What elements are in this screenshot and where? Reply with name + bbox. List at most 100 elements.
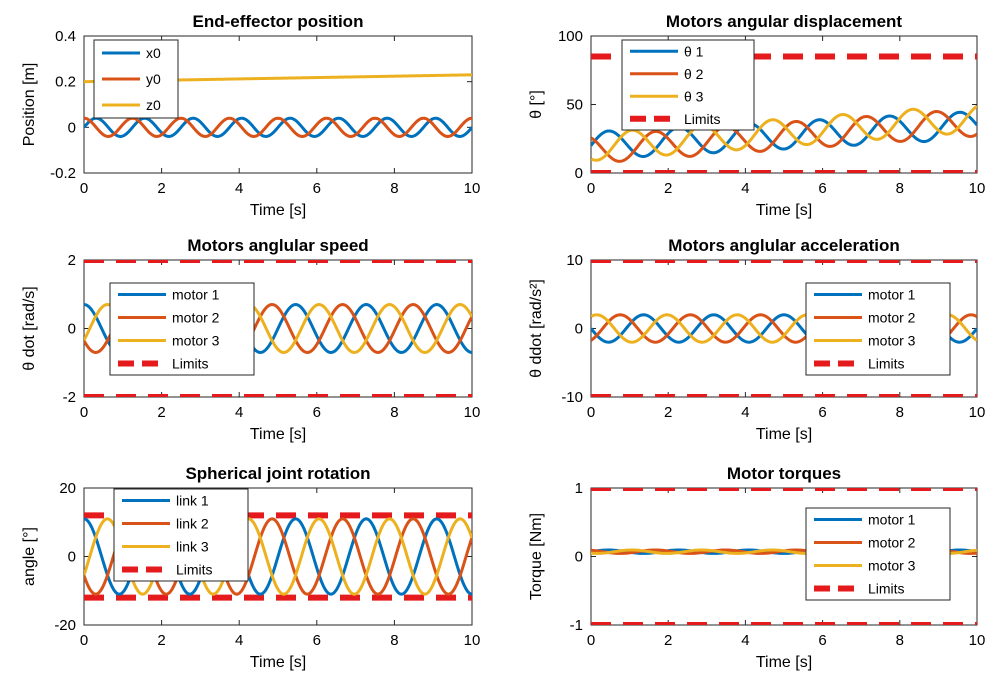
y-tick-label: 2: [68, 252, 76, 269]
x-tick-label: 10: [969, 404, 986, 421]
x-tick-label: 0: [80, 404, 88, 421]
y-tick-label: 10: [566, 252, 583, 269]
legend-entry: Limits: [176, 562, 213, 578]
x-tick-label: 2: [664, 632, 672, 649]
y-tick-label: 1: [575, 480, 583, 497]
x-tick-label: 6: [818, 632, 826, 649]
x-tick-label: 10: [464, 404, 481, 421]
y-axis-label: Torque [Nm]: [528, 513, 545, 600]
x-tick-label: 4: [741, 404, 749, 421]
legend-box: [805, 507, 951, 601]
x-tick-label: 4: [235, 632, 243, 649]
x-tick-label: 0: [80, 632, 88, 649]
x-tick-label: 8: [390, 632, 398, 649]
y-axis-label: Position [m]: [21, 63, 38, 147]
legend-box: [621, 39, 755, 131]
chart-title: Motors anglular acceleration: [668, 236, 899, 255]
x-axis-label: Time [s]: [250, 202, 306, 219]
x-tick-label: 2: [157, 632, 165, 649]
x-tick-label: 6: [313, 404, 321, 421]
legend-entry: θ 2: [684, 66, 704, 82]
legend-entry: θ 3: [684, 88, 704, 104]
x-tick-label: 6: [818, 180, 826, 197]
x-tick-label: 8: [896, 632, 904, 649]
y-tick-label: 0: [575, 549, 583, 566]
legend-box: [805, 282, 951, 376]
legend-entry: z0: [146, 97, 161, 113]
x-axis-label: Time [s]: [250, 426, 306, 443]
x-tick-label: 8: [390, 404, 398, 421]
x-tick-label: 8: [896, 180, 904, 197]
series-line-3: [591, 105, 977, 162]
x-tick-label: 0: [587, 180, 595, 197]
y-tick-label: 0: [68, 119, 76, 136]
legend-entry: Limits: [868, 356, 905, 372]
x-tick-label: 2: [157, 180, 165, 197]
x-tick-label: 8: [896, 404, 904, 421]
y-tick-label: 0.4: [55, 28, 76, 45]
x-tick-label: 4: [235, 180, 243, 197]
x-axis-label: Time [s]: [756, 426, 812, 443]
series-line-2: [591, 110, 977, 163]
x-tick-label: 4: [741, 180, 749, 197]
legend-entry: motor 1: [172, 287, 220, 303]
y-tick-label: -10: [561, 389, 583, 406]
y-tick-label: 0: [68, 321, 76, 338]
legend-entry: motor 1: [868, 287, 916, 303]
x-tick-label: 0: [587, 632, 595, 649]
y-tick-label: 0: [575, 321, 583, 338]
legend: link 1 link 2 link 3 Limits: [113, 488, 249, 582]
x-tick-label: 10: [464, 180, 481, 197]
legend-entry: link 2: [176, 516, 209, 532]
y-tick-label: -1: [570, 617, 583, 634]
y-axis-label: θ dot [rad/s]: [21, 286, 38, 371]
y-tick-label: -20: [54, 617, 76, 634]
x-axis-label: Time [s]: [756, 202, 812, 219]
chart-title: Spherical joint rotation: [185, 464, 370, 483]
legend: motor 1 motor 2 motor 3 Limits: [805, 507, 951, 601]
y-tick-label: 20: [59, 480, 76, 497]
y-tick-label: 0: [68, 549, 76, 566]
chart-title: Motor torques: [727, 464, 841, 483]
y-tick-label: -2: [63, 389, 76, 406]
x-tick-label: 4: [235, 404, 243, 421]
legend-entry: motor 1: [868, 512, 916, 528]
x-tick-label: 6: [313, 180, 321, 197]
x-tick-label: 10: [969, 180, 986, 197]
series-line-3: [84, 517, 472, 596]
y-tick-label: 0.2: [55, 74, 76, 91]
series-line-1: [84, 116, 472, 138]
legend-entry: y0: [146, 71, 161, 87]
legend-entry: motor 2: [868, 535, 916, 551]
legend: motor 1 motor 2 motor 3 Limits: [805, 282, 951, 376]
legend-entry: Limits: [172, 356, 209, 372]
x-tick-label: 0: [587, 404, 595, 421]
legend-entry: x0: [146, 45, 161, 61]
legend: θ 1 θ 2 θ 3 Limits: [621, 39, 755, 131]
y-axis-label: θ ddot [rad/s²]: [528, 279, 545, 378]
x-axis-label: Time [s]: [250, 654, 306, 671]
y-tick-label: -0.2: [50, 165, 76, 182]
legend-entry: θ 1: [684, 43, 704, 59]
legend-entry: Limits: [868, 581, 905, 597]
chart-title: Motors angular displacement: [666, 12, 902, 31]
x-tick-label: 10: [464, 632, 481, 649]
series-line-2: [84, 116, 472, 138]
x-tick-label: 8: [390, 180, 398, 197]
legend-entry: motor 2: [868, 310, 916, 326]
legend-entry: link 3: [176, 539, 209, 555]
legend-entry: motor 3: [868, 333, 916, 349]
legend: motor 1 motor 2 motor 3 Limits: [109, 282, 255, 376]
legend-entry: Limits: [684, 111, 721, 127]
y-tick-label: 50: [566, 97, 583, 114]
legend-entry: motor 3: [172, 333, 220, 349]
legend-entry: link 1: [176, 493, 209, 509]
legend: x0 y0 z0: [93, 39, 179, 119]
legend-box: [113, 488, 249, 582]
